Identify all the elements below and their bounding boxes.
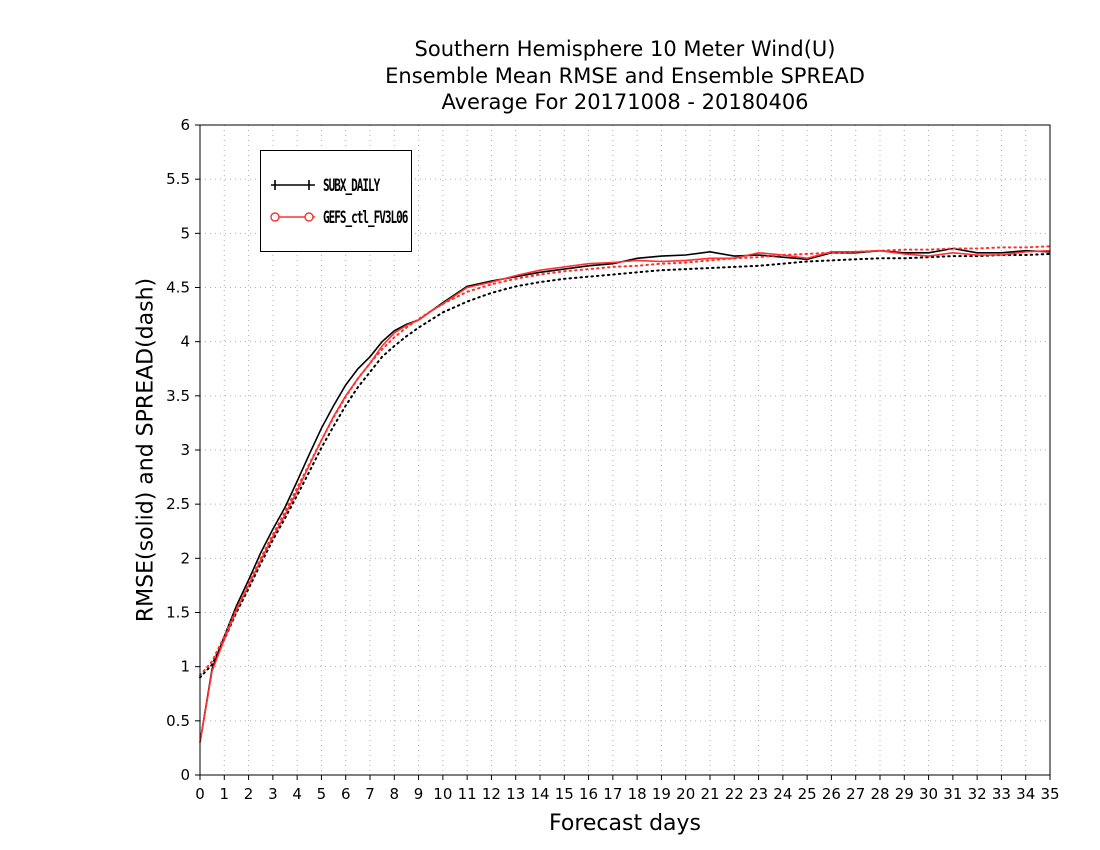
x-tick-label: 31 [943, 785, 962, 803]
chart-title-line-2: Ensemble Mean RMSE and Ensemble SPREAD [385, 64, 865, 88]
x-tick-label: 7 [365, 785, 375, 803]
x-tick-label: 16 [579, 785, 598, 803]
plot-frame [199, 124, 1051, 776]
legend-item-subx: SUBX_DAILY [269, 175, 380, 195]
spread-line-gefs [199, 245, 1051, 677]
x-tick-label: 8 [390, 785, 400, 803]
x-tick-label: 30 [919, 785, 938, 803]
x-tick-label: 10 [433, 785, 452, 803]
x-tick-label: 17 [603, 785, 622, 803]
x-tick-label: 4 [292, 785, 302, 803]
x-tick-label: 34 [1016, 785, 1035, 803]
x-tick-label: 27 [846, 785, 865, 803]
chart-title-line-1: Southern Hemisphere 10 Meter Wind(U) [414, 37, 836, 61]
legend-swatch-subx [271, 180, 315, 190]
y-tick-label: 3.5 [166, 387, 190, 405]
x-tick-label: 25 [798, 785, 817, 803]
legend-label-subx: SUBX_DAILY [323, 175, 380, 195]
x-tick-label: 18 [628, 785, 647, 803]
grid-layer [200, 125, 1050, 775]
x-tick-label: 21 [700, 785, 719, 803]
chart-title-line-3: Average For 20171008 - 20180406 [441, 90, 809, 114]
y-tick-label: 2 [180, 549, 190, 567]
y-tick-label: 2.5 [166, 495, 190, 513]
x-axis-label: Forecast days [548, 811, 701, 836]
x-tick-label: 32 [968, 785, 987, 803]
y-tick-label: 5.5 [166, 170, 190, 188]
spread-line-subx [199, 252, 1051, 679]
y-tick-label: 4 [180, 333, 190, 351]
x-tick-label: 3 [268, 785, 278, 803]
y-axis-label: RMSE(solid) and SPREAD(dash) [133, 277, 159, 623]
legend-label-gefs: GEFS_ctl_FV3L06 [323, 207, 408, 227]
tick-layer: 0 1 2 3 4 5 6 7 8 9 10 11 12 13 14 15 16 17 18 19 20 21 22 23 24… [166, 116, 1059, 803]
legend: SUBX_DAILY GEFS_ctl_FV3L06 [260, 150, 412, 252]
x-tick-label: 11 [458, 785, 477, 803]
x-tick-label: 6 [341, 785, 351, 803]
x-tick-label: 15 [555, 785, 574, 803]
y-tick-label: 1.5 [166, 604, 190, 622]
x-tick-label: 1 [220, 785, 230, 803]
x-tick-label: 22 [725, 785, 744, 803]
legend-item-gefs: GEFS_ctl_FV3L06 [269, 207, 408, 227]
x-tick-label: 24 [773, 785, 792, 803]
x-tick-label: 35 [1040, 785, 1059, 803]
x-tick-label: 33 [992, 785, 1011, 803]
x-tick-label: 23 [749, 785, 768, 803]
x-tick-label: 26 [822, 785, 841, 803]
y-tick-label: 5 [180, 224, 190, 242]
y-tick-label: 0 [180, 766, 190, 784]
y-tick-label: 1 [180, 658, 190, 676]
x-tick-label: 14 [530, 785, 549, 803]
x-tick-label: 5 [317, 785, 327, 803]
x-tick-label: 13 [506, 785, 525, 803]
x-tick-label: 19 [652, 785, 671, 803]
rmse-line-subx [199, 247, 1051, 743]
rmse-line-gefs [199, 249, 1051, 743]
x-tick-label: 20 [676, 785, 695, 803]
y-tick-label: 6 [180, 116, 190, 134]
x-tick-label: 12 [482, 785, 501, 803]
y-tick-label: 0.5 [166, 712, 190, 730]
y-tick-label: 3 [180, 441, 190, 459]
x-tick-label: 9 [414, 785, 424, 803]
x-tick-label: 0 [195, 785, 205, 803]
x-tick-label: 29 [895, 785, 914, 803]
legend-swatch-gefs [270, 212, 315, 222]
y-tick-label: 4.5 [166, 279, 190, 297]
series-layer [199, 245, 1051, 743]
x-tick-label: 28 [870, 785, 889, 803]
x-tick-label: 2 [244, 785, 254, 803]
